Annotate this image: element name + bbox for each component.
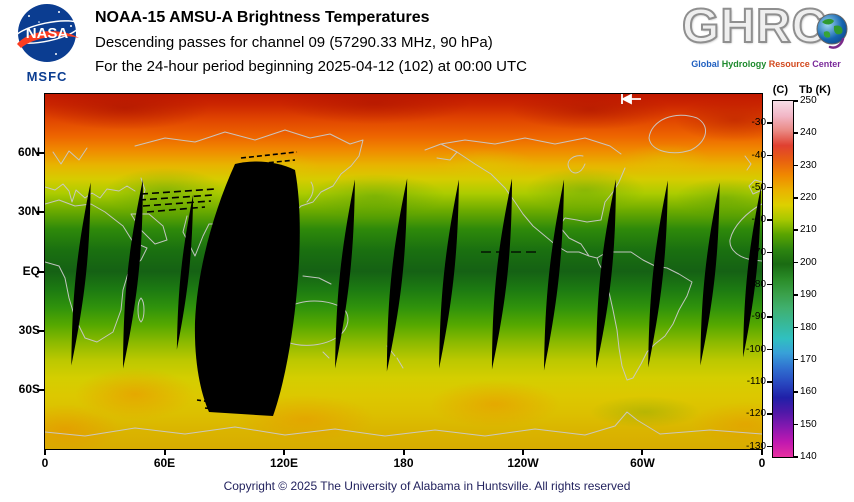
lat-tick-mark xyxy=(37,152,44,155)
lon-tick-mark xyxy=(163,450,166,455)
lon-tick-label: 60E xyxy=(153,456,176,470)
kelvin-tick-mark xyxy=(793,197,798,199)
lat-tick-label: 60N xyxy=(17,145,40,160)
nasa-logo-block: NASA MSFC xyxy=(8,2,86,84)
lon-tick-label: 60W xyxy=(630,456,655,470)
kelvin-tick-label: 190 xyxy=(800,289,817,301)
kelvin-tick-mark xyxy=(793,391,798,393)
kelvin-tick-mark xyxy=(793,229,798,231)
lat-tick-label: 30S xyxy=(18,322,40,337)
kelvin-tick-label: 220 xyxy=(800,192,817,204)
celsius-tick-label: -50 xyxy=(751,181,766,193)
kelvin-tick-mark xyxy=(793,132,798,134)
lat-tick-mark xyxy=(37,388,44,391)
lon-tick-label: 180 xyxy=(393,456,414,470)
swath-gaps-layer xyxy=(66,161,762,416)
lon-tick-label: 0 xyxy=(41,456,49,470)
kelvin-tick-mark xyxy=(793,456,798,458)
lon-tick-mark xyxy=(282,450,285,455)
cursor-arrow-icon xyxy=(620,94,641,105)
celsius-tick-label: -110 xyxy=(746,376,766,388)
lat-tick-label: 60S xyxy=(18,381,40,396)
field-anomaly-blobs xyxy=(45,94,762,449)
kelvin-tick-label: 150 xyxy=(800,418,817,430)
celsius-tick-label: -90 xyxy=(751,311,766,323)
large-missing-data-region xyxy=(194,161,300,416)
celsius-tick-mark xyxy=(767,251,772,254)
lon-tick-mark xyxy=(761,450,763,455)
scanline-artifacts xyxy=(138,151,537,413)
page-title: NOAA-15 AMSU-A Brightness Temperatures xyxy=(95,9,430,26)
ghrc-tagline: Global Hydrology Resource Center xyxy=(682,59,850,69)
ghrc-tagline-word: Center xyxy=(809,59,841,69)
lon-tick-mark xyxy=(44,450,46,455)
map-plot xyxy=(45,94,762,449)
celsius-tick-mark xyxy=(767,445,772,448)
kelvin-tick-label: 140 xyxy=(800,451,817,462)
kelvin-tick-mark xyxy=(793,261,798,264)
colorbar xyxy=(772,100,794,458)
copyright-text: Copyright © 2025 The University of Alaba… xyxy=(223,479,631,493)
lat-tick-mark xyxy=(37,329,44,332)
kelvin-tick-mark xyxy=(793,100,798,102)
kelvin-tick-label: 200 xyxy=(800,256,817,268)
celsius-tick-mark xyxy=(767,154,772,157)
lat-tick-label: EQ xyxy=(22,263,40,278)
kelvin-tick-mark xyxy=(793,164,798,167)
subtitle-period: For the 24-hour period beginning 2025-04… xyxy=(95,58,527,75)
celsius-tick-label: -70 xyxy=(751,246,766,258)
kelvin-tick-label: 210 xyxy=(800,224,817,236)
ghrc-acronym: GHRC xyxy=(681,0,828,53)
lon-tick-mark xyxy=(641,450,644,455)
nasa-meatball-icon: NASA xyxy=(13,4,81,62)
celsius-tick-mark xyxy=(767,381,772,383)
subtitle-channel: Descending passes for channel 09 (57290.… xyxy=(95,34,493,51)
kelvin-tick-label: 250 xyxy=(800,95,817,106)
celsius-tick-mark xyxy=(767,122,772,124)
colorbar-unit-celsius: (C) xyxy=(772,84,788,96)
kelvin-tick-label: 230 xyxy=(800,159,817,171)
kelvin-tick-mark xyxy=(793,423,798,426)
lon-tick-label: 120E xyxy=(269,456,298,470)
kelvin-tick-label: 180 xyxy=(800,321,817,333)
globe-icon xyxy=(816,13,848,49)
kelvin-tick-mark xyxy=(793,326,798,329)
celsius-tick-label: -60 xyxy=(751,214,766,226)
lon-tick-mark xyxy=(522,450,525,455)
celsius-tick-mark xyxy=(767,186,772,189)
nasa-wordmark: NASA xyxy=(26,25,69,42)
ghrc-tagline-word: Hydrology xyxy=(719,59,767,69)
kelvin-tick-mark xyxy=(793,358,798,361)
lat-tick-label: 30N xyxy=(17,204,40,219)
celsius-tick-label: -30 xyxy=(751,117,766,129)
ghrc-tagline-word: Resource xyxy=(766,59,810,69)
celsius-tick-label: -80 xyxy=(751,278,766,290)
lat-tick-mark xyxy=(37,270,44,273)
map-area xyxy=(44,93,763,450)
kelvin-tick-mark xyxy=(793,294,798,296)
ghrc-logo-block: GHRC Global Hydrology Resource Center xyxy=(681,0,850,84)
kelvin-tick-label: 160 xyxy=(800,386,817,398)
celsius-tick-mark xyxy=(767,316,772,318)
celsius-tick-mark xyxy=(767,348,772,351)
lat-tick-mark xyxy=(37,211,44,214)
celsius-tick-label: -100 xyxy=(745,343,766,355)
celsius-tick-mark xyxy=(767,219,772,221)
colorbar-unit-kelvin: Tb (K) xyxy=(799,84,831,96)
kelvin-tick-label: 240 xyxy=(800,127,817,139)
kelvin-tick-label: 170 xyxy=(800,353,817,365)
msfc-label: MSFC xyxy=(26,69,68,84)
ghrc-tagline-word: Global xyxy=(691,59,720,69)
lon-tick-mark xyxy=(402,450,405,455)
celsius-tick-mark xyxy=(767,413,772,415)
celsius-tick-label: -40 xyxy=(751,149,766,161)
lon-tick-label: 120W xyxy=(507,456,539,470)
lon-tick-label: 0 xyxy=(758,456,766,470)
celsius-tick-label: -130 xyxy=(745,440,766,452)
celsius-tick-mark xyxy=(767,283,772,286)
celsius-tick-label: -120 xyxy=(745,408,766,420)
